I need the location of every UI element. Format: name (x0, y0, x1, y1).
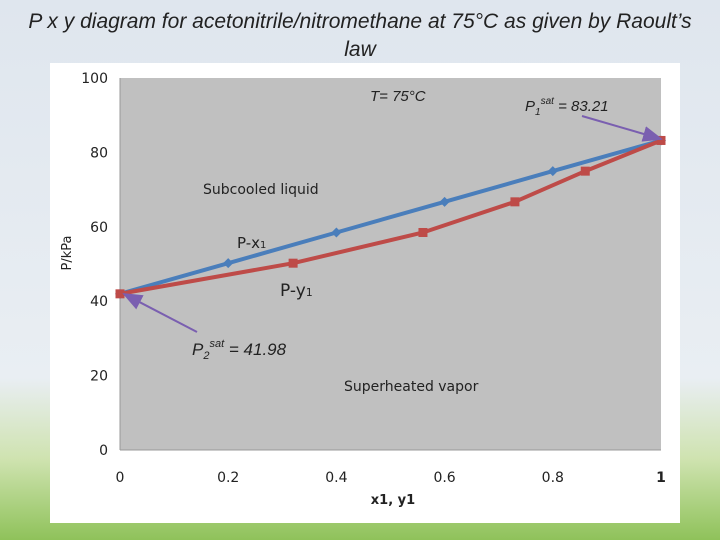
series-1-point (547, 166, 558, 177)
series-line-2 (119, 138, 662, 296)
x-tick-label: 0.4 (325, 470, 347, 486)
series-2-point (115, 289, 125, 299)
temperature-label: T= 75°C (370, 88, 426, 105)
y-tick-label: 40 (90, 294, 108, 310)
py-curve-label: P-y1 (280, 281, 313, 301)
x-axis-label: x1, y1 (371, 493, 415, 508)
series-1-point (439, 196, 450, 207)
p1sat-label: P1sat = 83.21 (525, 96, 609, 118)
px-base: P-x (237, 234, 260, 252)
p2sat-sub: 2 (202, 350, 209, 362)
series-2-point (510, 197, 520, 207)
p1sat-value: = 83.21 (554, 98, 609, 115)
py-sub: 1 (306, 286, 313, 299)
p2sat-label: P2sat = 41.98 (192, 338, 287, 362)
liquid-region-label: Subcooled liquid (203, 182, 319, 198)
p1sat-sub: 1 (535, 107, 541, 118)
y-tick-label: 0 (99, 443, 108, 459)
x-tick-label: 0.6 (433, 470, 455, 486)
y-tick-label: 100 (81, 71, 108, 87)
y-tick-label: 60 (90, 220, 108, 236)
series-line-1 (119, 138, 662, 296)
x-tick-label: 0 (116, 470, 125, 486)
p1sat-base: P (525, 98, 535, 115)
vapor-region-label: Superheated vapor (344, 379, 479, 395)
plot-area (120, 78, 661, 450)
p2sat-base: P (192, 340, 204, 359)
y-tick-label: 80 (90, 145, 108, 161)
px-curve-label: P-x1 (237, 234, 266, 252)
x-tick-label: 1 (656, 470, 666, 486)
x-tick-label: 0.8 (542, 470, 564, 486)
p2sat-sup: sat (209, 338, 225, 350)
series-1-point (331, 227, 342, 238)
slide-title: P x y diagram for acetonitrile/nitrometh… (28, 10, 692, 61)
p1sat-sup: sat (541, 96, 556, 107)
p1sat-arrow (581, 115, 663, 142)
p2sat-value: = 41.98 (224, 340, 286, 359)
p2sat-arrow (122, 293, 198, 333)
x-tick-label: 0.2 (217, 470, 239, 486)
series-1-point (223, 258, 234, 269)
series-2-point (580, 166, 590, 176)
px-sub: 1 (260, 240, 266, 251)
y-axis-label: P/kPa (60, 236, 75, 271)
series-2-point (288, 258, 298, 268)
y-tick-label: 20 (90, 369, 108, 385)
py-base: P-y (280, 281, 306, 301)
series-2-point (418, 227, 428, 237)
